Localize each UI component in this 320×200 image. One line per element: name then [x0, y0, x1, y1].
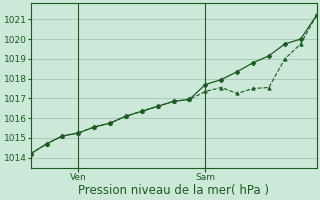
- X-axis label: Pression niveau de la mer( hPa ): Pression niveau de la mer( hPa ): [78, 184, 269, 197]
